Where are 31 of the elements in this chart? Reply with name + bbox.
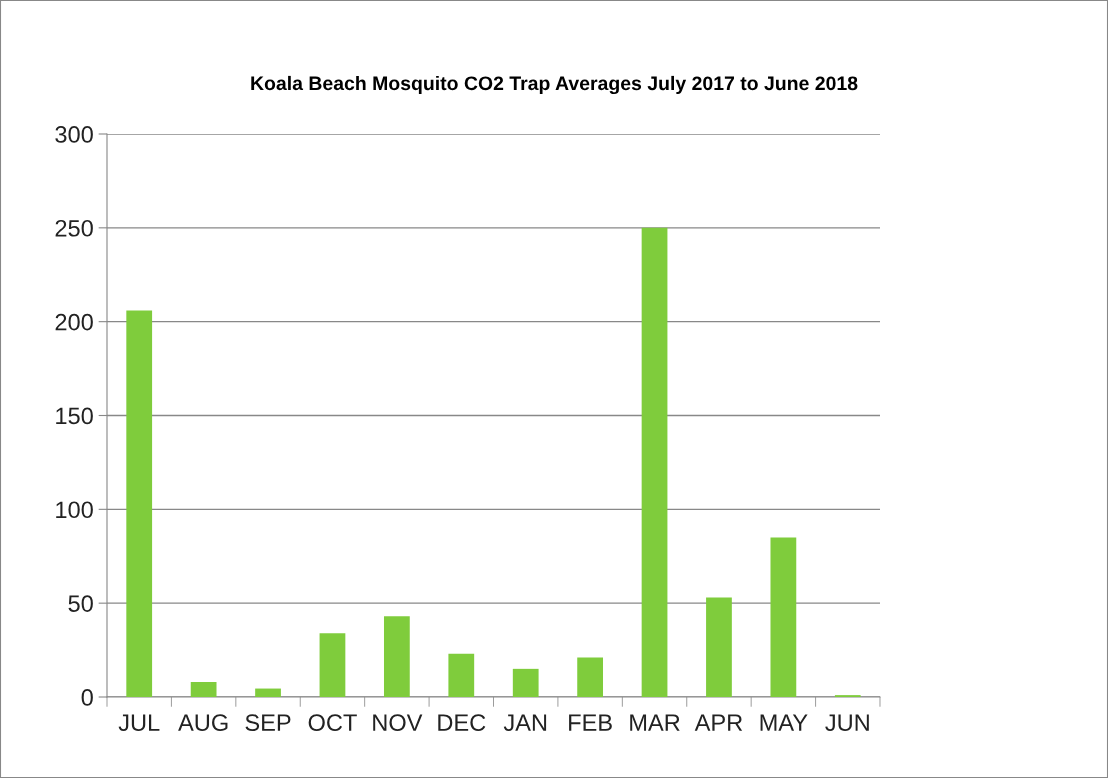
- bar: [512, 668, 539, 697]
- y-tick-label: 150: [56, 407, 93, 425]
- bar: [319, 633, 346, 697]
- y-tick-label: 250: [55, 219, 93, 237]
- y-tick-label: 0: [81, 689, 93, 706]
- x-tick-label: APR: [694, 714, 743, 731]
- y-tick-label: 50: [68, 595, 93, 612]
- bar: [190, 681, 217, 697]
- bar: [448, 653, 475, 697]
- y-tick-label: 200: [55, 313, 93, 331]
- x-tick-label: OCT: [308, 714, 357, 732]
- bar: [770, 537, 797, 697]
- x-tick-label: MAY: [760, 714, 808, 731]
- x-tick-label: FEB: [569, 714, 612, 731]
- x-tick-label: SEP: [245, 714, 291, 732]
- bar: [577, 657, 604, 697]
- x-tick-label: NOV: [373, 714, 423, 732]
- x-tick-label: JUN: [825, 714, 869, 732]
- bar: [255, 688, 281, 697]
- y-tick-label: 300: [55, 126, 93, 143]
- x-tick-label: DEC: [438, 714, 486, 732]
- bar: [126, 310, 153, 697]
- bar: [641, 227, 668, 697]
- bar: [706, 597, 732, 697]
- x-tick-label: JUL: [118, 714, 160, 732]
- x-tick-label: JAN: [503, 714, 547, 732]
- chart-title: Koala Beach Mosquito CO2 Trap Averages July 2017 to June 2018: [251, 75, 858, 95]
- bar: [383, 616, 410, 697]
- y-tick-label: 100: [56, 501, 93, 519]
- x-tick-label: MAR: [630, 714, 680, 731]
- x-tick-label: AUG: [178, 714, 228, 732]
